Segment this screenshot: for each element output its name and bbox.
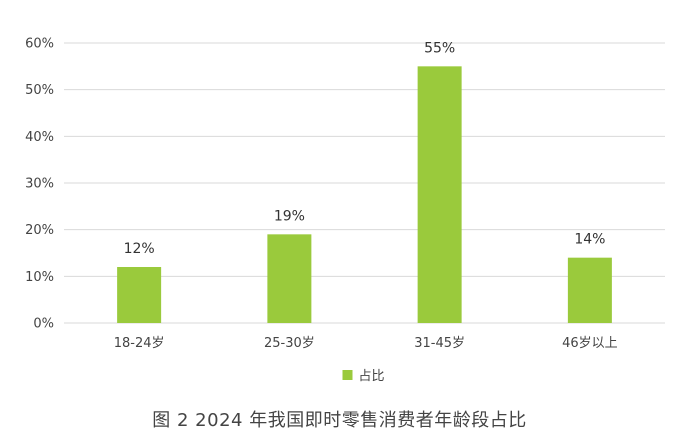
legend-label: 占比 <box>359 369 385 384</box>
figure-caption: 图 2 2024 年我国即时零售消费者年龄段占比 <box>152 410 527 431</box>
bar-chart: 0% 10% 20% 30% 40% 50% 60% 12% 18-24岁 19% 25-30岁 55… <box>25 37 665 384</box>
x-tick-label: 31-45岁 <box>414 336 465 351</box>
y-tick-label: 30% <box>25 177 54 192</box>
data-label: 14% <box>574 232 605 248</box>
x-tick-label: 46岁以上 <box>562 336 618 351</box>
y-tick-label: 60% <box>25 37 54 52</box>
y-tick-label: 20% <box>25 223 54 238</box>
x-tick-label: 18-24岁 <box>114 336 165 351</box>
data-label: 19% <box>274 208 305 224</box>
legend-swatch <box>342 370 353 380</box>
bar <box>117 267 162 323</box>
bar <box>267 234 312 323</box>
bar <box>417 66 462 323</box>
data-label: 55% <box>424 40 455 56</box>
y-tick-label: 10% <box>25 270 54 285</box>
x-tick-label: 25-30岁 <box>264 336 315 351</box>
y-tick-label: 40% <box>25 130 54 145</box>
y-tick-label: 0% <box>33 317 54 332</box>
bar <box>567 257 612 323</box>
data-label: 12% <box>124 241 155 257</box>
y-tick-label: 50% <box>25 83 54 98</box>
